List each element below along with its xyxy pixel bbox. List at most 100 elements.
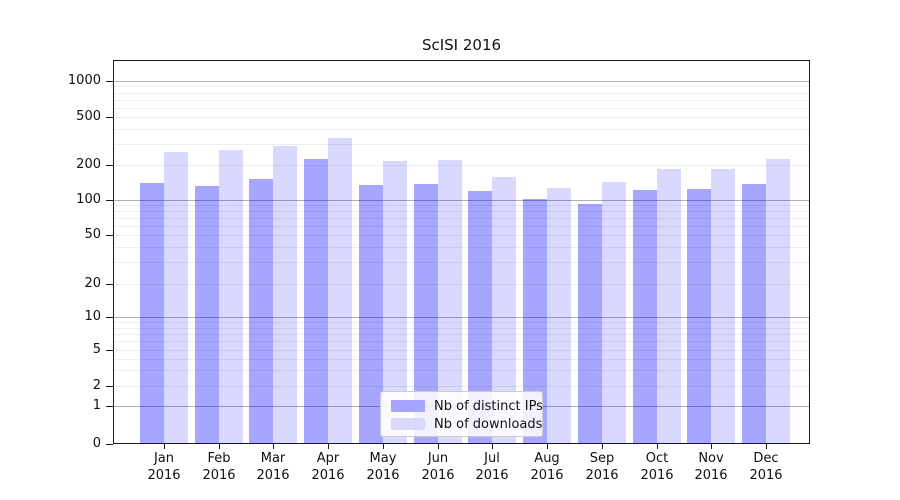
minor-gridline bbox=[114, 322, 809, 324]
bar-ips-nov bbox=[687, 188, 712, 444]
minor-gridline bbox=[114, 341, 809, 343]
y-tick bbox=[106, 284, 113, 285]
minor-gridline bbox=[114, 218, 809, 219]
legend-swatch-distinct-ips bbox=[391, 400, 425, 412]
y-tick-label: 1000 bbox=[67, 73, 101, 88]
minor-gridline bbox=[114, 225, 809, 227]
minor-gridline bbox=[114, 284, 809, 285]
y-tick-label: 0 bbox=[92, 436, 101, 451]
x-tick bbox=[383, 444, 384, 449]
major-gridline bbox=[114, 200, 809, 201]
minor-gridline bbox=[114, 246, 809, 248]
x-tick-label: Oct 2016 bbox=[640, 451, 674, 483]
bar-ips-apr bbox=[304, 158, 329, 444]
y-tick-label: 2 bbox=[92, 378, 101, 393]
x-tick-label: Feb 2016 bbox=[202, 451, 236, 483]
x-tick-label: Mar 2016 bbox=[256, 451, 290, 483]
minor-gridline bbox=[114, 117, 809, 118]
major-gridline bbox=[114, 317, 809, 318]
y-tick-label: 200 bbox=[76, 157, 101, 172]
y-tick bbox=[106, 81, 113, 82]
minor-gridline bbox=[114, 235, 809, 236]
x-tick bbox=[711, 444, 712, 449]
y-tick-label: 500 bbox=[76, 109, 101, 124]
chart-title: ScISI 2016 bbox=[421, 36, 502, 54]
x-tick bbox=[602, 444, 603, 449]
bar-downloads-nov bbox=[711, 168, 736, 444]
minor-gridline bbox=[114, 165, 809, 166]
y-tick-label: 10 bbox=[84, 309, 101, 324]
legend-item: Nb of distinct IPs bbox=[391, 397, 543, 415]
x-tick-label: Sep 2016 bbox=[585, 451, 619, 483]
legend-label: Nb of downloads bbox=[434, 416, 543, 432]
legend-item: Nb of downloads bbox=[391, 415, 542, 433]
bar-downloads-apr bbox=[328, 137, 353, 444]
bar-downloads-mar bbox=[273, 145, 298, 444]
legend-label: Nb of distinct IPs bbox=[434, 398, 543, 414]
bar-downloads-jan bbox=[164, 152, 188, 444]
x-tick-label: Apr 2016 bbox=[311, 451, 345, 483]
y-tick-label: 5 bbox=[92, 342, 101, 357]
minor-gridline bbox=[114, 370, 809, 372]
bar-downloads-oct bbox=[656, 168, 681, 444]
bar-downloads-feb bbox=[218, 149, 243, 444]
x-tick-label: Jan 2016 bbox=[147, 451, 181, 483]
bar-ips-oct bbox=[632, 189, 657, 444]
minor-gridline bbox=[114, 386, 809, 387]
minor-gridline bbox=[114, 99, 809, 101]
minor-gridline bbox=[114, 262, 809, 264]
major-gridline bbox=[114, 81, 809, 82]
minor-gridline bbox=[114, 86, 809, 88]
minor-gridline bbox=[114, 107, 809, 109]
minor-gridline bbox=[114, 92, 809, 94]
x-tick bbox=[219, 444, 220, 449]
minor-gridline bbox=[114, 211, 809, 213]
y-tick bbox=[106, 386, 113, 387]
plot-area bbox=[113, 60, 810, 444]
legend-swatch-downloads bbox=[391, 418, 425, 430]
minor-gridline bbox=[114, 327, 809, 329]
y-tick bbox=[106, 406, 113, 407]
y-tick-label: 100 bbox=[76, 192, 101, 207]
x-tick-label: Dec 2016 bbox=[749, 451, 783, 483]
bar-ips-may bbox=[358, 184, 383, 444]
y-tick bbox=[106, 117, 113, 118]
legend: Nb of distinct IPs Nb of downloads bbox=[380, 391, 543, 437]
x-tick bbox=[492, 444, 493, 449]
minor-gridline bbox=[114, 333, 809, 335]
minor-gridline bbox=[114, 350, 809, 351]
bar-ips-jan bbox=[140, 183, 164, 444]
x-tick bbox=[328, 444, 329, 449]
bar-downloads-aug bbox=[547, 187, 572, 444]
bar-ips-dec bbox=[742, 184, 766, 444]
minor-gridline bbox=[114, 128, 809, 130]
y-tick-label: 20 bbox=[84, 276, 101, 291]
y-tick bbox=[106, 317, 113, 318]
y-tick bbox=[106, 200, 113, 201]
y-tick bbox=[106, 444, 113, 445]
y-tick bbox=[106, 165, 113, 166]
x-tick bbox=[766, 444, 767, 449]
y-tick-label: 1 bbox=[92, 398, 101, 413]
y-tick bbox=[106, 350, 113, 351]
y-tick-label: 50 bbox=[84, 227, 101, 242]
x-tick-label: Jul 2016 bbox=[475, 451, 509, 483]
minor-gridline bbox=[114, 358, 809, 360]
x-tick bbox=[273, 444, 274, 449]
bar-ips-feb bbox=[194, 186, 219, 444]
x-tick-label: Nov 2016 bbox=[694, 451, 728, 483]
x-tick-label: Aug 2016 bbox=[530, 451, 564, 483]
bar-downloads-sep bbox=[601, 181, 626, 444]
bar-downloads-dec bbox=[766, 159, 790, 444]
y-tick bbox=[106, 235, 113, 236]
bar-ips-sep bbox=[577, 204, 602, 444]
bar-ips-mar bbox=[249, 179, 274, 444]
x-tick bbox=[657, 444, 658, 449]
minor-gridline bbox=[114, 205, 809, 207]
x-tick bbox=[164, 444, 165, 449]
x-tick bbox=[547, 444, 548, 449]
x-tick-label: Jun 2016 bbox=[421, 451, 455, 483]
minor-gridline bbox=[114, 143, 809, 145]
x-tick-label: May 2016 bbox=[366, 451, 400, 483]
